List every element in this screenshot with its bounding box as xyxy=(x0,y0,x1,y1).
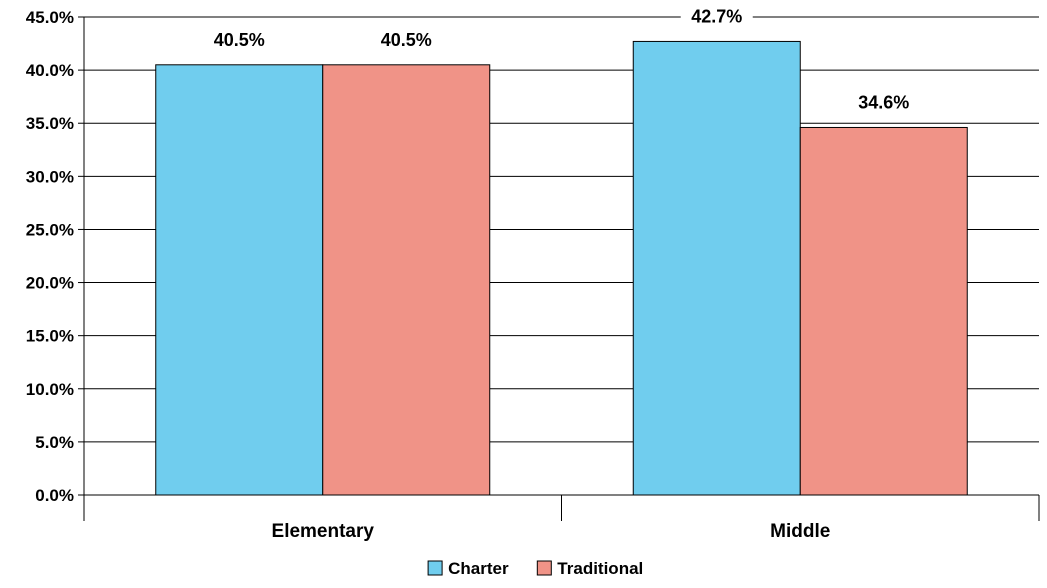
y-tick-label: 15.0% xyxy=(26,327,74,346)
data-label-background xyxy=(370,28,443,51)
legend-label-traditional: Traditional xyxy=(557,559,643,578)
y-tick-label: 40.0% xyxy=(26,61,74,80)
y-tick-labels: 0.0% 5.0% 10.0% 15.0% 20.0% 25.0% 30.0% 35.0% 40… xyxy=(26,8,74,505)
y-tick-label: 25.0% xyxy=(26,220,74,239)
data-label-background xyxy=(203,28,276,51)
axes xyxy=(78,16,1040,521)
data-label: 40.5% xyxy=(381,30,432,50)
y-tick-label: 0.0% xyxy=(35,486,74,505)
data-label: 40.5% xyxy=(214,30,265,50)
y-tick-label: 30.0% xyxy=(26,167,74,186)
bar-charter-middle xyxy=(632,40,801,496)
legend-swatch-traditional xyxy=(536,560,552,576)
data-label-background xyxy=(680,5,753,28)
bar-traditional-middle xyxy=(799,126,968,496)
legend-label-charter: Charter xyxy=(448,559,509,578)
y-tick-label: 10.0% xyxy=(26,380,74,399)
legend: Charter Traditional xyxy=(427,559,643,578)
data-label: 34.6% xyxy=(858,92,909,112)
y-tick-label: 35.0% xyxy=(26,114,74,133)
bar-charter-elementary xyxy=(155,64,324,496)
y-tick-label: 5.0% xyxy=(35,433,74,452)
data-labels: 40.5% 40.5% 42.7% 34.6% xyxy=(203,5,920,114)
bars xyxy=(155,40,968,496)
legend-swatch-charter xyxy=(427,560,443,576)
x-category-label: Middle xyxy=(770,521,830,542)
bar-traditional-elementary xyxy=(322,64,491,496)
y-tick-label: 20.0% xyxy=(26,274,74,293)
data-label: 42.7% xyxy=(691,6,742,26)
y-tick-label: 45.0% xyxy=(26,8,74,27)
x-category-label: Elementary xyxy=(272,521,375,542)
x-category-labels: Elementary Middle xyxy=(272,521,831,542)
data-label-background xyxy=(847,91,920,114)
